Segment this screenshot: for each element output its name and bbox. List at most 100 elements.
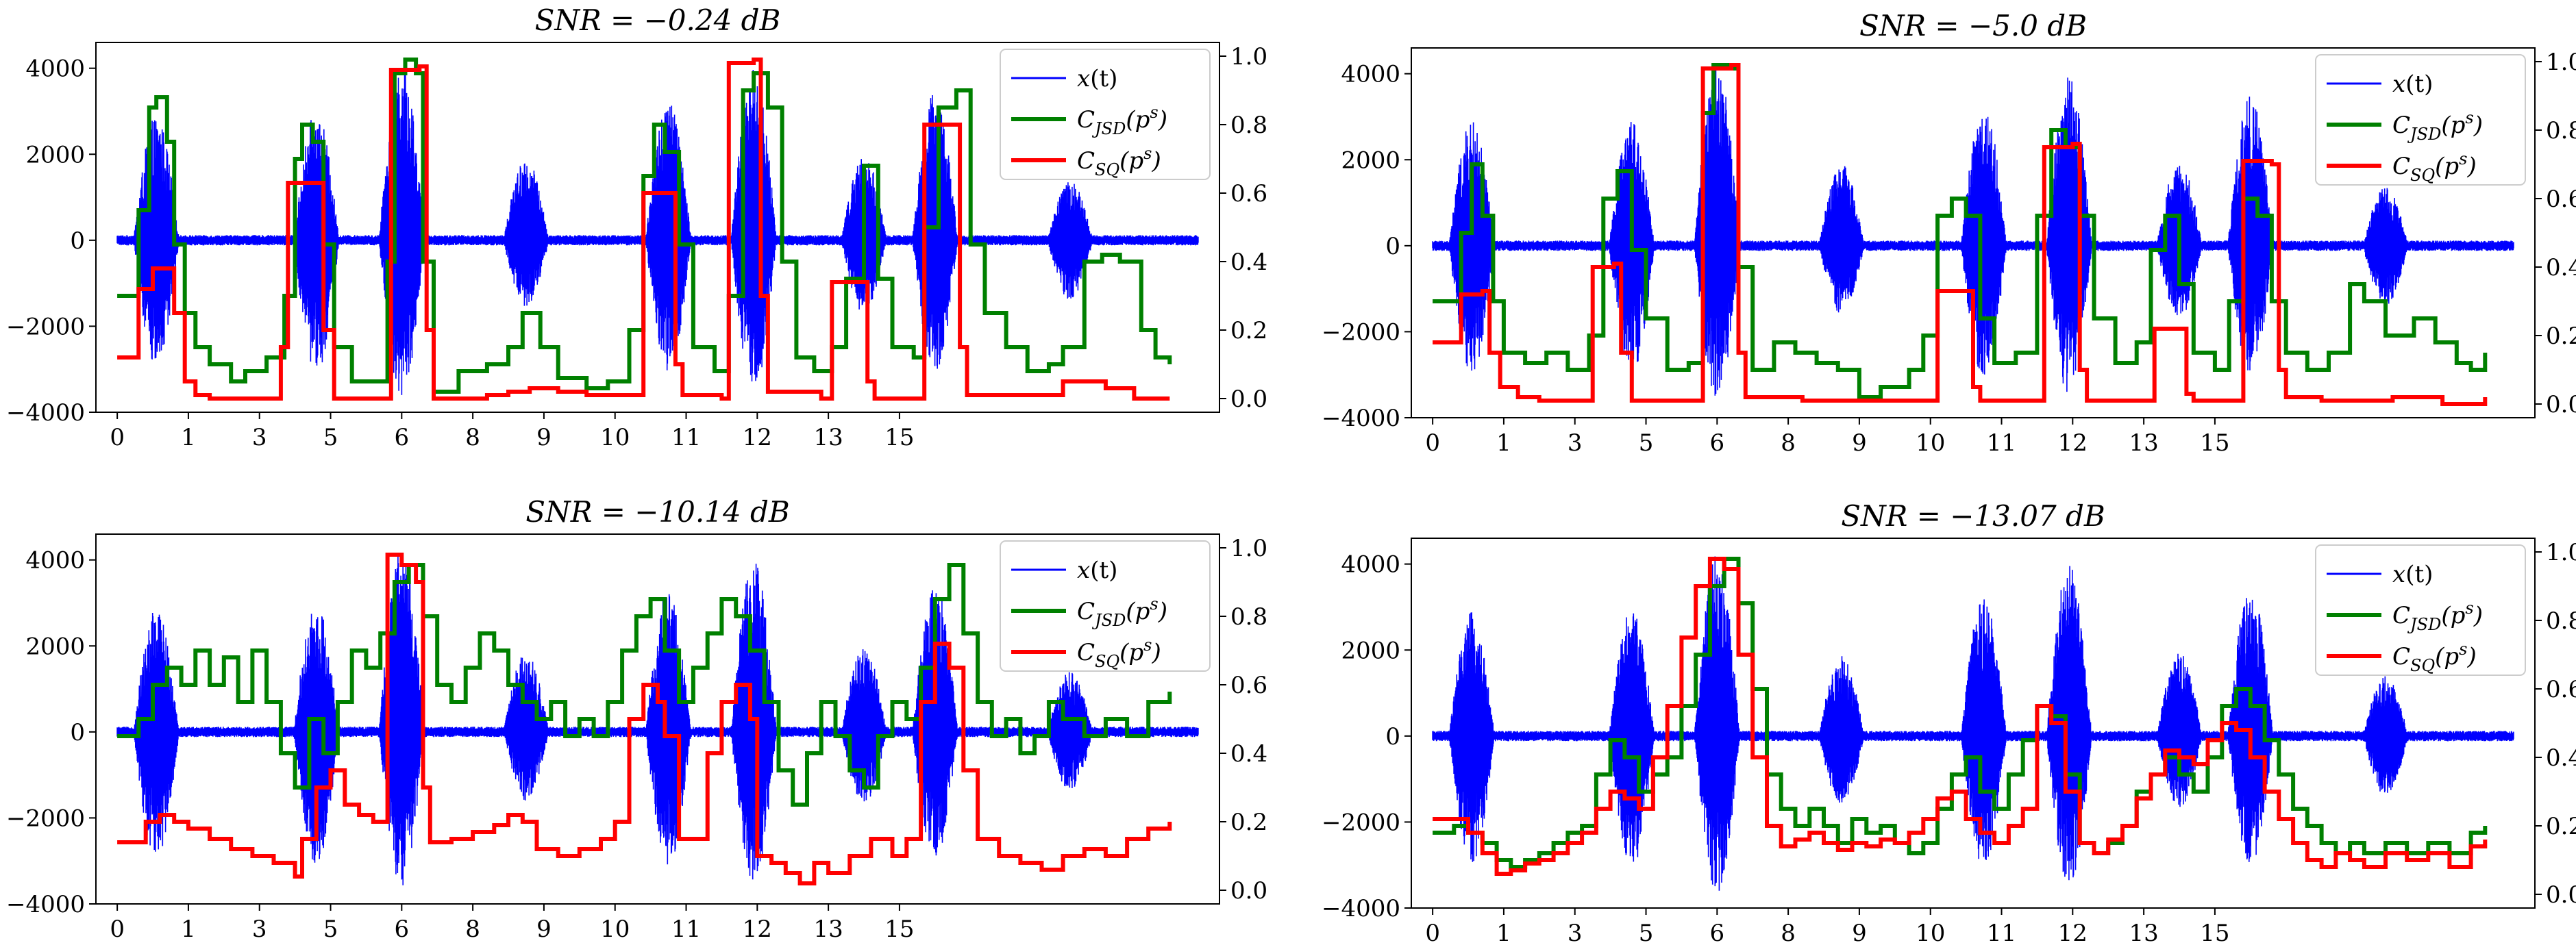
x-tick-label: 5	[323, 916, 338, 943]
y-axis-right: 1.0 0.8 0.6 0.4 0.2 0.0	[1219, 535, 1267, 905]
y-tick-label-right: 0.2	[1230, 809, 1267, 836]
legend-box	[1000, 540, 1211, 672]
y-tick-label-left: 0	[70, 719, 85, 746]
y-tick-label-left: −4000	[1322, 895, 1400, 922]
x-tick-label: 1	[1496, 429, 1511, 457]
x-tick-label: 6	[395, 916, 410, 943]
x-tick-label: 13	[2129, 920, 2158, 945]
x-tick-label: 10	[1916, 429, 1945, 457]
legend-box	[2315, 544, 2526, 676]
x-tick-label: 12	[743, 424, 772, 451]
x-tick-label: 0	[110, 916, 125, 943]
y-tick-label-right: 0.6	[2546, 186, 2576, 213]
y-tick-label-left: −4000	[1322, 405, 1400, 432]
y-tick-label-right: 0.0	[2546, 391, 2576, 418]
y-tick-label-left: 4000	[25, 547, 85, 575]
x-tick-label: 1	[1496, 920, 1511, 945]
y-tick-label-right: 0.4	[2546, 744, 2576, 772]
x-tick-label: 0	[1425, 429, 1440, 457]
y-axis-left: 4000 2000 0 −2000 −4000	[1322, 551, 1411, 922]
x-tick-label: 5	[1639, 920, 1654, 945]
x-tick-label: 15	[884, 424, 914, 451]
x-tick-label: 11	[671, 424, 701, 451]
x-tick-label: 15	[2200, 429, 2229, 457]
x-tick-label: 11	[671, 916, 701, 943]
x-tick-label: 3	[1568, 920, 1583, 945]
legend-label: x(t)	[2392, 561, 2433, 588]
axes-frame	[1411, 538, 2536, 909]
x-tick-label: 8	[1781, 429, 1796, 457]
y-tick-label-right: 1.0	[2546, 49, 2576, 76]
x-axis: 0 1 3 5 6 8 9 10 11 12 13 15	[110, 904, 915, 943]
x-tick-label: 6	[395, 424, 410, 451]
y-tick-label-right: 0.4	[1230, 740, 1267, 768]
legend-box	[1000, 49, 1211, 180]
y-tick-label-left: 0	[1385, 233, 1400, 260]
legend-label: CSQ(ps)	[1077, 144, 1161, 179]
y-axis-left: 4000 2000 0 −2000 −4000	[6, 547, 96, 918]
y-tick-label-right: 0.6	[2546, 676, 2576, 703]
chart-title: SNR = −5.0 dB	[1859, 9, 2087, 42]
x-tick-label: 11	[1987, 920, 2016, 945]
x-tick-label: 9	[536, 916, 552, 943]
y-tick-label-right: 0.4	[1230, 249, 1267, 276]
y-tick-label-left: 2000	[25, 141, 85, 168]
series-c-jsd	[1433, 557, 2488, 869]
chart-panel-snr-10-14: SNR = −10.14 dB 0 1 3 5 6 8 9 10 11 12 13 154000200…	[6, 495, 1267, 943]
y-tick-label-left: 2000	[1341, 637, 1400, 664]
series-x-t	[116, 62, 1199, 395]
y-tick-label-left: 4000	[1341, 551, 1400, 579]
y-tick-label-right: 0.4	[2546, 254, 2576, 281]
x-tick-label: 3	[252, 916, 267, 943]
axes-frame	[95, 42, 1220, 413]
y-axis-right: 1.0 0.8 0.6 0.4 0.2 0.0	[1219, 43, 1267, 413]
y-tick-label-left: −2000	[6, 313, 85, 340]
x-tick-label: 8	[465, 424, 480, 451]
y-tick-label-left: −2000	[1322, 318, 1400, 346]
legend-label: x(t)	[2392, 71, 2433, 98]
x-tick-label: 9	[1852, 920, 1867, 945]
x-tick-label: 13	[813, 424, 843, 451]
x-tick-label: 12	[743, 916, 772, 943]
y-tick-label-left: 2000	[1341, 147, 1400, 174]
y-tick-label-left: −2000	[1322, 809, 1400, 836]
legend-label: x(t)	[1077, 557, 1117, 584]
chart-title: SNR = −10.14 dB	[525, 495, 790, 529]
y-tick-label-left: −4000	[6, 891, 85, 918]
series-c-jsd	[117, 58, 1172, 394]
series-c-sq	[117, 58, 1170, 401]
y-tick-label-right: 0.8	[1230, 603, 1267, 631]
y-axis-left: 4000 2000 0 −2000 −4000	[6, 55, 96, 427]
y-tick-label-left: 0	[70, 227, 85, 255]
y-tick-label-left: 0	[1385, 723, 1400, 751]
series-x-t	[116, 554, 1199, 885]
legend: x(t)CJSD(ps)CSQ(ps)	[1000, 49, 1211, 180]
x-tick-label: 8	[1781, 920, 1796, 945]
series-c-sq	[117, 553, 1172, 885]
x-tick-label: 12	[2058, 920, 2088, 945]
y-tick-label-right: 0.8	[2546, 607, 2576, 635]
x-tick-label: 10	[600, 916, 630, 943]
y-axis-right: 1.0 0.8 0.6 0.4 0.2 0.0	[2535, 49, 2576, 418]
y-tick-label-right: 1.0	[1230, 43, 1267, 71]
legend: x(t)CJSD(ps)CSQ(ps)	[1000, 540, 1211, 672]
x-tick-label: 0	[110, 424, 125, 451]
x-tick-label: 13	[813, 916, 843, 943]
x-tick-label: 0	[1425, 920, 1440, 945]
x-tick-label: 15	[884, 916, 914, 943]
x-tick-label: 9	[1852, 429, 1867, 457]
chart-panel-snr-0-24: SNR = −0.24 dB 0 1 3 5 6 8 9 10 11 12 13 1540002000…	[6, 3, 1267, 451]
chart-title: SNR = −13.07 dB	[1841, 499, 2105, 533]
x-tick-label: 15	[2200, 920, 2229, 945]
legend: x(t)CJSD(ps)CSQ(ps)	[2315, 54, 2526, 186]
x-tick-label: 1	[181, 424, 196, 451]
y-tick-label-right: 0.2	[2546, 323, 2576, 350]
x-tick-label: 5	[323, 424, 338, 451]
x-tick-label: 3	[1568, 429, 1583, 457]
series-x-t	[1432, 556, 2514, 891]
axes-frame	[1411, 47, 2536, 418]
y-tick-label-right: 0.6	[1230, 180, 1267, 207]
y-tick-label-right: 0.2	[1230, 317, 1267, 344]
plot-area	[116, 58, 1199, 401]
